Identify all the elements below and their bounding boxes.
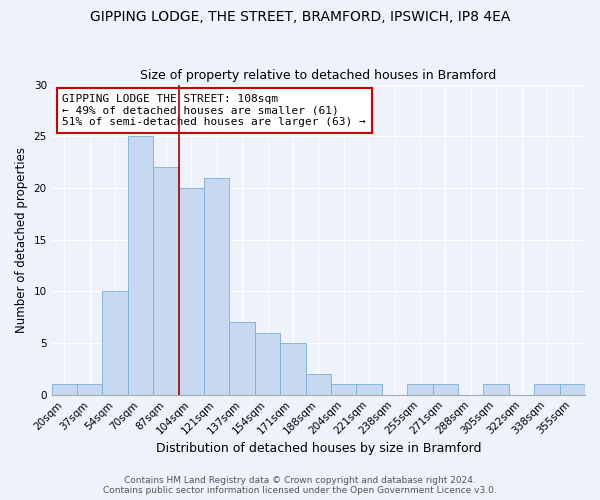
Bar [331, 384, 356, 394]
Bar [534, 384, 560, 394]
Bar [52, 384, 77, 394]
Bar [560, 384, 585, 394]
Text: Contains HM Land Registry data © Crown copyright and database right 2024.
Contai: Contains HM Land Registry data © Crown c… [103, 476, 497, 495]
X-axis label: Distribution of detached houses by size in Bramford: Distribution of detached houses by size … [155, 442, 481, 455]
Bar [179, 188, 204, 394]
Y-axis label: Number of detached properties: Number of detached properties [15, 146, 28, 332]
Bar [407, 384, 433, 394]
Bar [280, 343, 305, 394]
Bar [356, 384, 382, 394]
Bar [128, 136, 153, 394]
Bar [77, 384, 103, 394]
Bar [255, 332, 280, 394]
Title: Size of property relative to detached houses in Bramford: Size of property relative to detached ho… [140, 69, 496, 82]
Bar [433, 384, 458, 394]
Bar [103, 292, 128, 395]
Bar [305, 374, 331, 394]
Text: GIPPING LODGE THE STREET: 108sqm
← 49% of detached houses are smaller (61)
51% o: GIPPING LODGE THE STREET: 108sqm ← 49% o… [62, 94, 366, 127]
Text: GIPPING LODGE, THE STREET, BRAMFORD, IPSWICH, IP8 4EA: GIPPING LODGE, THE STREET, BRAMFORD, IPS… [90, 10, 510, 24]
Bar [229, 322, 255, 394]
Bar [153, 168, 179, 394]
Bar [484, 384, 509, 394]
Bar [204, 178, 229, 394]
